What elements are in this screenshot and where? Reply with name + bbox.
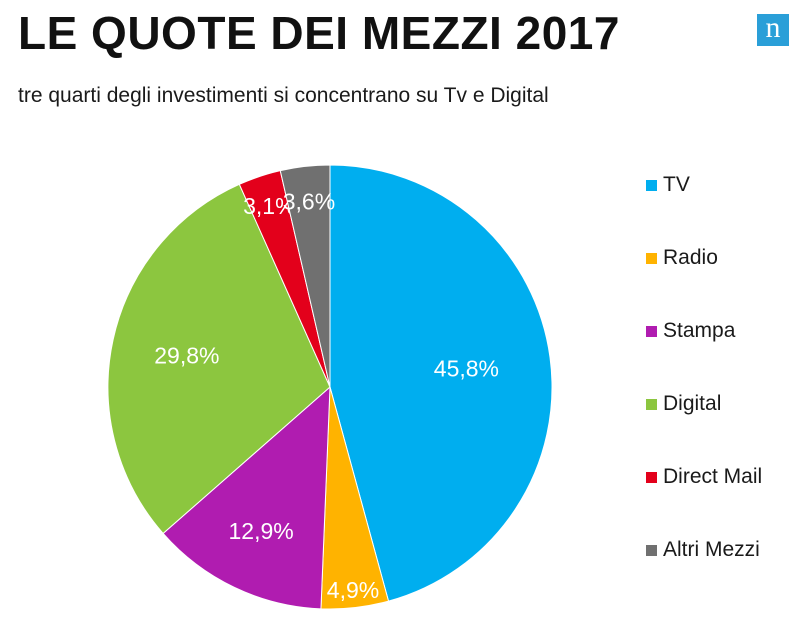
data-label-stampa: 12,9%	[228, 518, 293, 544]
legend-item-radio: Radio	[646, 245, 718, 271]
legend-item-tv: TV	[646, 172, 690, 198]
nielsen-logo-icon: n	[757, 13, 789, 46]
data-label-altri-mezzi: 3,6%	[283, 189, 335, 215]
legend-swatch	[646, 471, 657, 483]
pie-slice-stampa	[162, 385, 331, 610]
legend-swatch	[646, 398, 657, 410]
legend-item-altri-mezzi: Altri Mezzi	[646, 537, 760, 563]
legend-label: Digital	[663, 392, 722, 415]
legend-swatch	[646, 252, 657, 264]
legend-label: Altri Mezzi	[663, 538, 760, 561]
data-label-digital: 29,8%	[154, 343, 219, 369]
legend-label: Direct Mail	[663, 465, 763, 488]
pie-slice-altri-mezzi	[279, 164, 331, 388]
legend-item-direct-mail: Direct Mail	[646, 464, 762, 490]
legend-swatch	[646, 325, 657, 337]
data-label-tv: 45,8%	[434, 356, 499, 382]
legend-swatch	[646, 179, 657, 191]
legend-item-stampa: Stampa	[646, 318, 735, 344]
legend-label: TV	[663, 173, 690, 196]
chart-subtitle: tre quarti degli investimenti si concent…	[18, 84, 549, 107]
pie-slice-tv	[329, 164, 553, 602]
legend-item-digital: Digital	[646, 391, 721, 417]
data-label-radio: 4,9%	[327, 577, 379, 603]
legend-swatch	[646, 544, 657, 556]
legend-label: Stampa	[663, 319, 736, 342]
chart-title: LE QUOTE DEI MEZZI 2017	[18, 7, 620, 59]
pie-slice-digital	[107, 183, 331, 535]
legend-label: Radio	[663, 246, 718, 269]
